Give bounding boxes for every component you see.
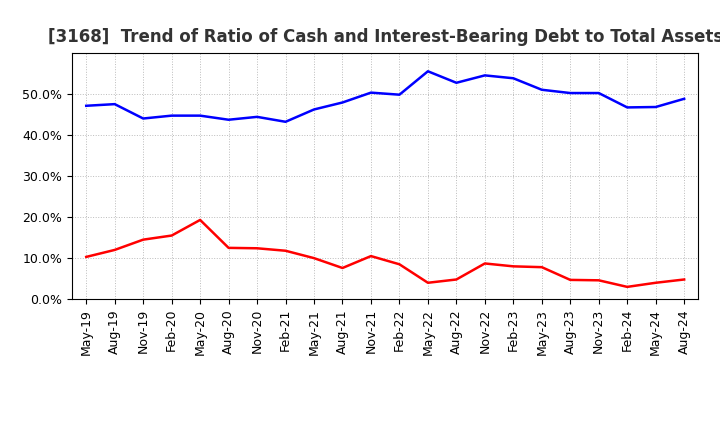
Interest-Bearing Debt <box>395 92 404 97</box>
Interest-Bearing Debt <box>253 114 261 120</box>
Cash <box>167 233 176 238</box>
Cash <box>509 264 518 269</box>
Cash <box>196 217 204 223</box>
Cash <box>366 253 375 259</box>
Cash <box>680 277 688 282</box>
Cash <box>652 280 660 286</box>
Cash <box>253 246 261 251</box>
Interest-Bearing Debt <box>509 76 518 81</box>
Cash <box>225 245 233 250</box>
Title: [3168]  Trend of Ratio of Cash and Interest-Bearing Debt to Total Assets: [3168] Trend of Ratio of Cash and Intere… <box>48 28 720 46</box>
Interest-Bearing Debt <box>196 113 204 118</box>
Interest-Bearing Debt <box>110 102 119 107</box>
Cash <box>82 254 91 260</box>
Line: Cash: Cash <box>86 220 684 287</box>
Interest-Bearing Debt <box>82 103 91 108</box>
Cash <box>480 261 489 266</box>
Interest-Bearing Debt <box>452 80 461 85</box>
Interest-Bearing Debt <box>566 90 575 95</box>
Interest-Bearing Debt <box>282 119 290 125</box>
Legend: Cash, Interest-Bearing Debt: Cash, Interest-Bearing Debt <box>231 434 539 440</box>
Cash <box>139 237 148 242</box>
Cash <box>338 265 347 271</box>
Cash <box>423 280 432 286</box>
Line: Interest-Bearing Debt: Interest-Bearing Debt <box>86 71 684 122</box>
Interest-Bearing Debt <box>680 96 688 102</box>
Interest-Bearing Debt <box>310 107 318 112</box>
Interest-Bearing Debt <box>338 100 347 105</box>
Cash <box>395 262 404 267</box>
Interest-Bearing Debt <box>480 73 489 78</box>
Cash <box>452 277 461 282</box>
Interest-Bearing Debt <box>366 90 375 95</box>
Interest-Bearing Debt <box>537 87 546 92</box>
Cash <box>310 256 318 261</box>
Interest-Bearing Debt <box>225 117 233 122</box>
Interest-Bearing Debt <box>139 116 148 121</box>
Cash <box>595 278 603 283</box>
Interest-Bearing Debt <box>623 105 631 110</box>
Interest-Bearing Debt <box>595 90 603 95</box>
Interest-Bearing Debt <box>167 113 176 118</box>
Cash <box>110 247 119 253</box>
Cash <box>282 248 290 253</box>
Cash <box>566 277 575 282</box>
Cash <box>537 264 546 270</box>
Interest-Bearing Debt <box>652 104 660 110</box>
Interest-Bearing Debt <box>423 69 432 74</box>
Cash <box>623 284 631 290</box>
